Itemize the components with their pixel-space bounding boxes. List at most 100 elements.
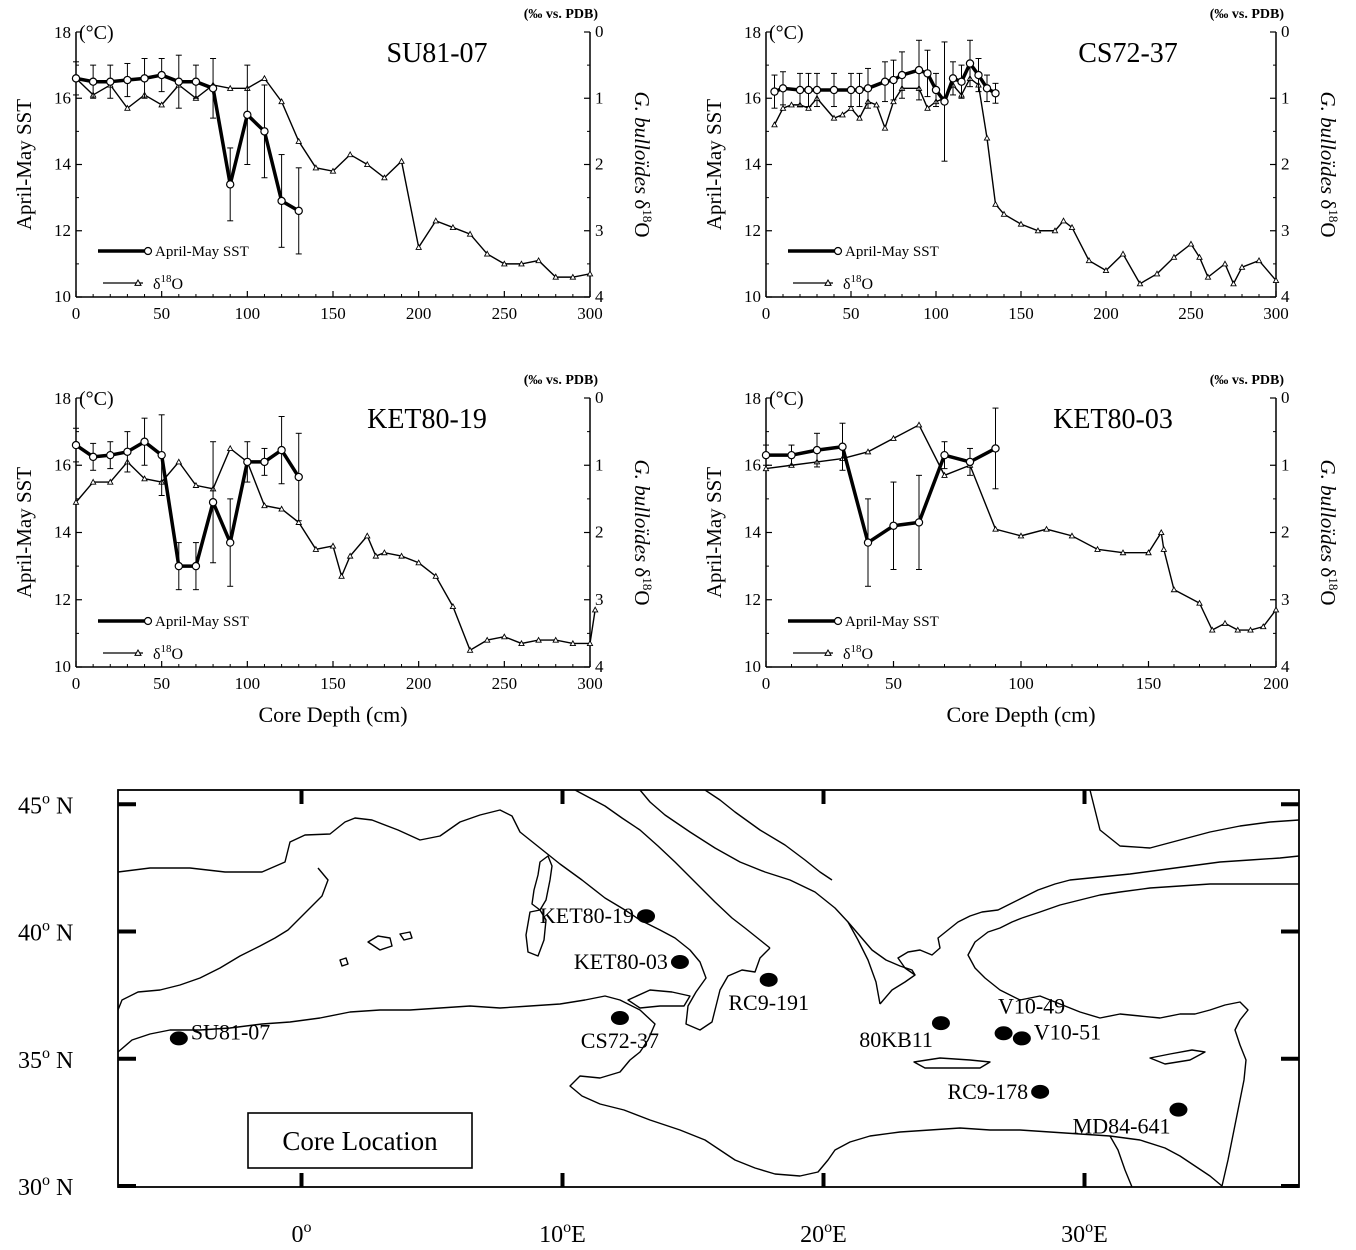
- d18o-point: [1034, 227, 1042, 234]
- y2-label-o: O: [1316, 590, 1340, 605]
- d18o-point: [1119, 250, 1127, 257]
- d18o-point: [552, 636, 560, 643]
- lat-degree: o: [42, 918, 50, 935]
- d18o-point: [915, 421, 923, 428]
- y2-axis-label: G. bulloïdes δ18O: [630, 460, 655, 606]
- y-tick-label: 14: [54, 155, 72, 174]
- island-outline: [399, 931, 413, 941]
- d18o-point: [873, 101, 880, 108]
- d18o-point: [1196, 253, 1203, 260]
- d18o-point: [398, 157, 405, 164]
- y2-tick-label: 1: [1281, 88, 1290, 107]
- y-axis-label: April-May SST: [12, 467, 36, 598]
- coastline-segment: [879, 855, 1299, 1005]
- lon-value: 30: [1061, 1222, 1085, 1248]
- d18o-point: [1153, 270, 1161, 277]
- sst-point: [260, 457, 269, 467]
- d18o-point: [924, 104, 931, 111]
- d18o-point: [1017, 220, 1025, 227]
- lon-value: 10: [539, 1222, 563, 1248]
- core-label: SU81-07: [191, 1019, 270, 1044]
- d18o-point: [1221, 619, 1229, 626]
- d18o-point: [226, 84, 234, 91]
- legend-d18o-label: δ18O: [153, 273, 183, 293]
- y2-tick-label: 4: [1281, 657, 1290, 676]
- d18o-point: [363, 160, 371, 168]
- d18o-point: [141, 475, 148, 482]
- coastline-segment: [967, 917, 1249, 1187]
- legend-d18o-marker: [134, 278, 142, 286]
- d18o-point: [295, 137, 303, 144]
- coastline-segment: [704, 790, 833, 881]
- sst-point: [71, 74, 81, 83]
- coastline-segment: [639, 790, 881, 1005]
- d18o-point: [839, 111, 846, 118]
- y2-label-superscript: 18: [1326, 209, 1341, 222]
- x-tick-label: 200: [1263, 674, 1289, 693]
- d18o-point: [278, 98, 285, 105]
- coastline-segment: [847, 921, 916, 976]
- d18o-point: [1160, 545, 1168, 552]
- y-tick-label: 16: [744, 88, 761, 107]
- y-tick-label: 14: [744, 155, 762, 174]
- lon-label: 10oE: [539, 1219, 586, 1248]
- d18o-point: [500, 633, 508, 640]
- legend-d18o-sup: 18: [161, 273, 173, 285]
- sst-point: [243, 457, 252, 467]
- y2-tick-label: 1: [595, 88, 604, 107]
- d18o-point: [1196, 599, 1203, 606]
- d18o-point: [261, 502, 268, 509]
- x-tick-label: 200: [1093, 304, 1119, 323]
- d18o-point: [518, 260, 525, 267]
- y-axis-label: April-May SST: [12, 99, 36, 230]
- y2-tick-label: 1: [1281, 455, 1290, 474]
- x-tick-label: 300: [577, 304, 603, 323]
- sst-point: [982, 84, 992, 93]
- sst-point: [260, 127, 269, 136]
- sst-point: [208, 84, 218, 93]
- d18o-point: [805, 104, 812, 111]
- d18o-point: [518, 639, 525, 646]
- coastline-segment: [118, 995, 1223, 1187]
- y2-tick-label: 0: [595, 388, 604, 407]
- y2-tick-label: 3: [1281, 590, 1290, 609]
- lat-label: 45o N: [18, 790, 73, 819]
- x-tick-label: 150: [1136, 674, 1162, 693]
- lon-degree: o: [824, 1219, 832, 1236]
- d18o-point: [1170, 253, 1178, 260]
- map-title: Core Location: [282, 1126, 438, 1156]
- x-axis-label: Core Depth (cm): [258, 702, 407, 727]
- y-tick-label: 14: [744, 523, 762, 542]
- d18o-point: [591, 606, 599, 613]
- d18o-point: [312, 545, 320, 552]
- legend-d18o-delta: δ: [153, 646, 161, 663]
- core-label: V10-49: [998, 993, 1065, 1018]
- sst-point: [880, 77, 890, 86]
- lat-label: 35o N: [18, 1045, 73, 1074]
- lon-label: 0o: [292, 1219, 312, 1248]
- d18o-point: [1060, 217, 1067, 224]
- coastline-segment: [574, 790, 771, 949]
- panel-title: SU81-07: [386, 38, 487, 69]
- y2-tick-label: 3: [595, 221, 604, 240]
- x-tick-label: 50: [153, 674, 170, 693]
- y2-unit-label: (‰ vs. PDB): [1210, 373, 1285, 388]
- d18o-point: [1043, 525, 1050, 532]
- d18o-point: [1238, 263, 1246, 270]
- core-marker: [1169, 1102, 1188, 1117]
- y2-label-species: G. bulloïdes: [630, 460, 654, 568]
- legend-d18o-marker: [824, 278, 832, 286]
- d18o-point: [788, 101, 795, 108]
- d18o-point: [1136, 280, 1144, 287]
- legend-sst-marker: [143, 246, 153, 256]
- panel-title: KET80-03: [1053, 404, 1173, 435]
- legend-d18o-o: O: [172, 646, 184, 663]
- sst-point: [889, 75, 898, 85]
- lat-suffix: N: [50, 793, 73, 819]
- y2-tick-label: 0: [1281, 22, 1290, 41]
- d18o-point: [372, 552, 380, 559]
- d18o-point: [1208, 626, 1216, 633]
